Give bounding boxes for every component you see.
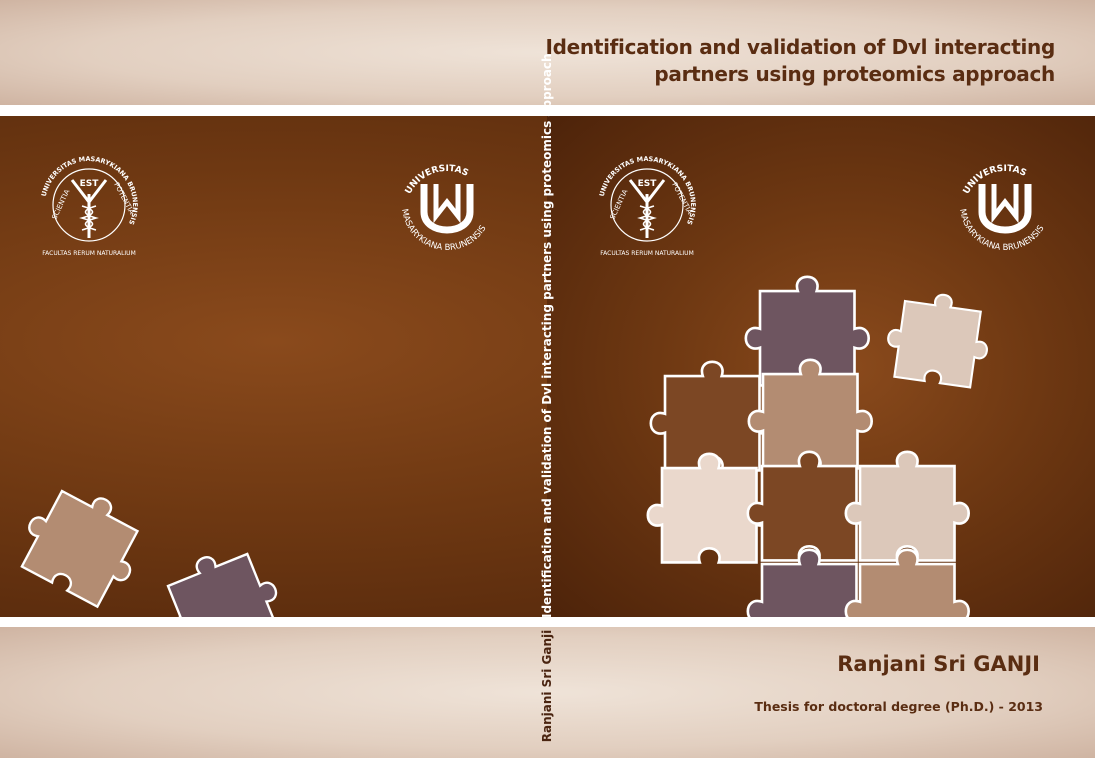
puzzle-piece [9, 472, 157, 614]
faculty-seal-est: EST [638, 179, 658, 189]
author-name: Ranjani Sri GANJI [837, 652, 1040, 676]
university-seal-front: UNIVERSITAS MASARYKIANA BRUNENSIS [950, 150, 1060, 260]
university-seal-back: UNIVERSITAS MASARYKIANA BRUNENSIS [392, 150, 502, 260]
top-band [0, 0, 1095, 105]
cover-title-line-2: partners using proteomics approach [654, 62, 1055, 86]
spine-author: Ranjani Sri Ganji [540, 629, 554, 743]
puzzle-piece [150, 536, 293, 617]
cover-title-line-1: Identification and validation of Dvl int… [545, 35, 1055, 59]
degree-line: Thesis for doctoral degree (Ph.D.) - 201… [754, 699, 1043, 714]
cover-panel [0, 116, 1095, 617]
puzzle-piece [881, 286, 995, 391]
faculty-seal-bottom-text: FACULTAS RERUM NATURALIUM [600, 250, 694, 257]
cover-title: Identification and validation of Dvl int… [495, 34, 1055, 88]
faculty-seal-bottom-text: FACULTAS RERUM NATURALIUM [42, 250, 136, 257]
bottom-band [0, 627, 1095, 758]
faculty-seal-scientia: SCIENTIA [609, 188, 630, 221]
faculty-seal-back: UNIVERSITAS MASARYKIANA BRUNENSIS FACULT… [34, 150, 144, 260]
puzzle-piece [844, 450, 970, 562]
spine-title: Identification and validation of Dvl int… [540, 53, 554, 618]
faculty-seal-front: UNIVERSITAS MASARYKIANA BRUNENSIS FACULT… [592, 150, 702, 260]
faculty-seal-est: EST [80, 179, 100, 189]
faculty-seal-scientia: SCIENTIA [51, 188, 72, 221]
